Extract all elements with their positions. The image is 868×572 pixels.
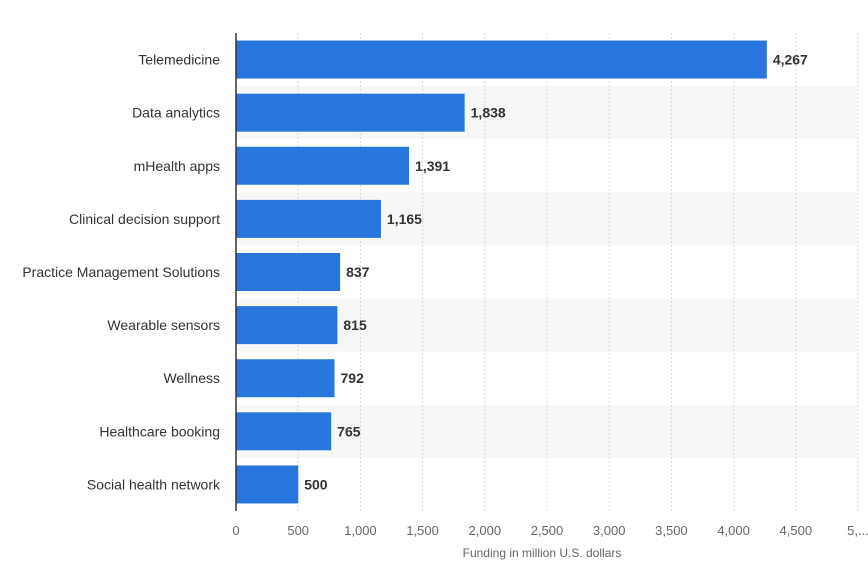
value-label: 792 (341, 370, 365, 386)
category-label: Wearable sensors (107, 317, 220, 333)
category-label: Social health network (87, 476, 221, 492)
bar (236, 412, 332, 451)
category-label: Wellness (163, 370, 220, 386)
x-tick-label: 3,500 (655, 523, 688, 538)
bar (236, 93, 465, 132)
x-tick-label: 0 (232, 523, 239, 538)
bar (236, 306, 338, 345)
value-label: 765 (337, 423, 361, 439)
x-tick-label: 5,... (847, 523, 868, 538)
x-tick-label: 2,500 (531, 523, 564, 538)
bar (236, 465, 299, 504)
x-tick-label: 4,500 (780, 523, 813, 538)
category-label: Telemedicine (138, 52, 220, 68)
bar (236, 146, 410, 185)
value-label: 837 (346, 264, 370, 280)
category-label: Practice Management Solutions (22, 264, 220, 280)
x-tick-label: 1,000 (344, 523, 377, 538)
value-label: 1,165 (387, 211, 422, 227)
x-tick-label: 1,500 (406, 523, 439, 538)
bars (236, 40, 767, 504)
category-label: mHealth apps (134, 158, 220, 174)
bar (236, 359, 335, 398)
category-labels: Telemedicine Data analytics mHealth apps Cl… (22, 52, 221, 493)
category-label: Healthcare booking (99, 423, 220, 439)
x-tick-label: 500 (287, 523, 309, 538)
category-label: Clinical decision support (69, 211, 220, 227)
value-label: 1,391 (415, 158, 450, 174)
bar (236, 253, 341, 291)
value-label: 4,267 (773, 52, 808, 68)
category-label: Data analytics (132, 105, 220, 121)
bar (236, 199, 381, 238)
x-tick-label: 4,000 (717, 523, 750, 538)
x-tick-labels: 0 500 1,000 1,500 2,000 2,500 3,000 3,500 4,000 4… (232, 523, 868, 538)
value-label: 500 (304, 476, 328, 492)
bar (236, 40, 767, 79)
x-tick-label: 3,000 (593, 523, 626, 538)
value-label: 815 (343, 317, 367, 333)
x-tick-label: 2,000 (469, 523, 502, 538)
value-labels: 4,267 1,838 1,391 1,165 837 815 792 765 500 (304, 52, 808, 493)
value-label: 1,838 (471, 105, 506, 121)
x-axis-title: Funding in million U.S. dollars (463, 546, 622, 560)
